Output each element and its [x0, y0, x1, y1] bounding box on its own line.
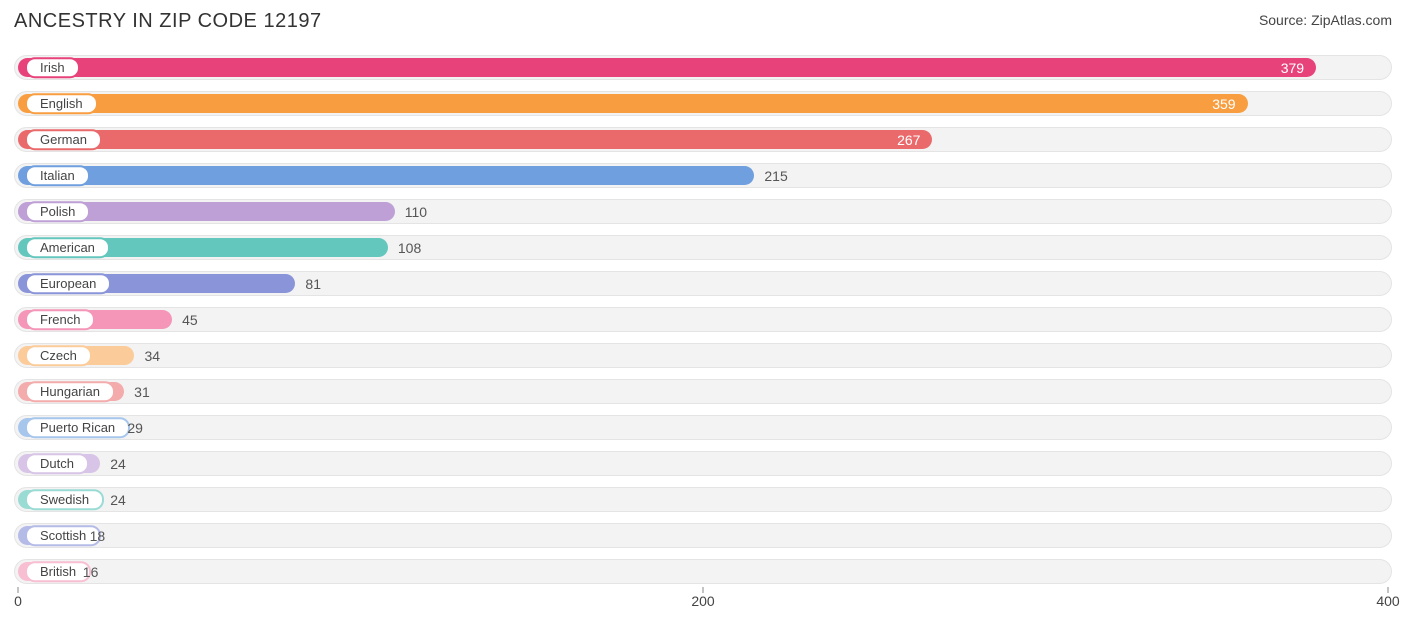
bar-label: English — [25, 93, 98, 115]
bar-value: 215 — [764, 168, 787, 184]
chart-area: Irish 379 English 359 German 267 Italian 215 Pol… — [14, 53, 1392, 623]
bar-track — [14, 487, 1392, 512]
bar-track — [14, 343, 1392, 368]
bar-row: Dutch 24 — [14, 449, 1392, 478]
bar-track — [14, 379, 1392, 404]
bar-track — [14, 415, 1392, 440]
bar-row: Czech 34 — [14, 341, 1392, 370]
bar-row: Polish 110 — [14, 197, 1392, 226]
bar-label: Puerto Rican — [25, 417, 130, 439]
bar-row: Swedish 24 — [14, 485, 1392, 514]
chart-title: ANCESTRY IN ZIP CODE 12197 — [14, 10, 322, 33]
bar-label: Dutch — [25, 453, 89, 475]
bar-row: American 108 — [14, 233, 1392, 262]
bar-label: Italian — [25, 165, 90, 187]
bar-value: 379 — [1281, 60, 1304, 76]
bar-value: 16 — [83, 564, 99, 580]
bar-fill — [18, 58, 1316, 77]
x-axis: 0200400 — [14, 593, 1392, 623]
bar-row: Irish 379 — [14, 53, 1392, 82]
bar-value: 359 — [1212, 96, 1235, 112]
chart-header: ANCESTRY IN ZIP CODE 12197 Source: ZipAt… — [14, 10, 1392, 33]
bar-row: European 81 — [14, 269, 1392, 298]
bar-fill — [18, 166, 754, 185]
bar-row: Italian 215 — [14, 161, 1392, 190]
bar-row: French 45 — [14, 305, 1392, 334]
bar-row: Hungarian 31 — [14, 377, 1392, 406]
bar-row: Puerto Rican29 — [14, 413, 1392, 442]
bar-value: 110 — [405, 204, 427, 220]
bar-value: 18 — [90, 528, 106, 544]
bar-track — [14, 523, 1392, 548]
chart-source: Source: ZipAtlas.com — [1259, 12, 1392, 28]
bar-value: 34 — [144, 348, 160, 364]
bar-track — [14, 451, 1392, 476]
bar-track — [14, 307, 1392, 332]
axis-tick-label: 200 — [691, 593, 714, 609]
bar-value: 81 — [305, 276, 321, 292]
axis-tick-label: 400 — [1376, 593, 1399, 609]
bar-label: German — [25, 129, 102, 151]
bar-value: 267 — [897, 132, 920, 148]
bar-label: Irish — [25, 57, 80, 79]
bar-row: German 267 — [14, 125, 1392, 154]
bar-label: British — [25, 561, 91, 583]
bar-value: 24 — [110, 492, 126, 508]
bar-label: Hungarian — [25, 381, 115, 403]
bar-value: 31 — [134, 384, 150, 400]
bar-label: Polish — [25, 201, 90, 223]
bar-value: 24 — [110, 456, 126, 472]
bar-label: Czech — [25, 345, 92, 367]
axis-tick-label: 0 — [14, 593, 22, 609]
bar-label: French — [25, 309, 95, 331]
bar-label: Swedish — [25, 489, 104, 511]
bar-track — [14, 559, 1392, 584]
bar-fill — [18, 130, 932, 149]
bar-value: 108 — [398, 240, 421, 256]
bar-fill — [18, 94, 1248, 113]
bar-value: 29 — [127, 420, 143, 436]
bar-label: European — [25, 273, 111, 295]
bar-row: Scottish18 — [14, 521, 1392, 550]
bar-value: 45 — [182, 312, 198, 328]
bar-row: English 359 — [14, 89, 1392, 118]
bar-row: British16 — [14, 557, 1392, 586]
bar-label: American — [25, 237, 110, 259]
